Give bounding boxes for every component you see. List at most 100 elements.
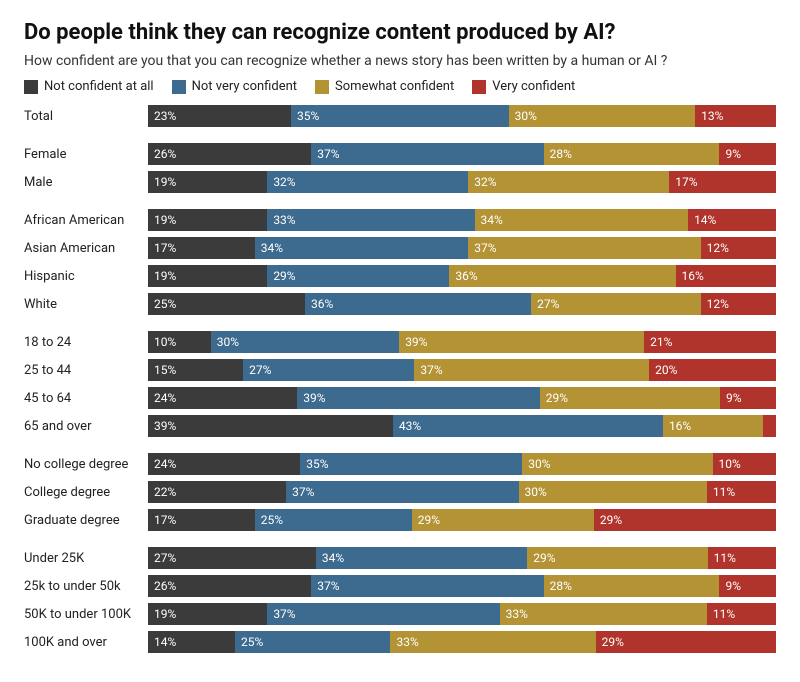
segment-value: 30% bbox=[515, 109, 537, 123]
segment-value: 24% bbox=[154, 457, 176, 471]
row-label: African American bbox=[24, 213, 148, 228]
bar-segment: 13% bbox=[695, 105, 776, 127]
bar-segment: 37% bbox=[286, 481, 518, 503]
stacked-bar: 26%37%28%9% bbox=[148, 143, 776, 165]
legend-label: Very confident bbox=[492, 79, 575, 94]
segment-value: 19% bbox=[154, 175, 176, 189]
bar-segment: 14% bbox=[148, 631, 235, 653]
bar-row: Male 19% 32% 32% 17% bbox=[24, 170, 776, 194]
bar-segment: 39% bbox=[399, 331, 644, 353]
bar-segment: 19% bbox=[148, 603, 267, 625]
bar-segment: 27% bbox=[243, 359, 414, 381]
segment-value: 32% bbox=[273, 175, 295, 189]
stacked-bar: 15% 27% 37% 20% bbox=[148, 359, 776, 381]
bar-row: White25%36%27%12% bbox=[24, 292, 776, 316]
bar-segment bbox=[763, 415, 776, 437]
bar-segment: 29% bbox=[540, 387, 720, 409]
bar-segment: 16% bbox=[663, 415, 763, 437]
bar-segment: 20% bbox=[649, 359, 776, 381]
bar-group: 18 to 2410%30%39%21%25 to 4415%27%37%20%… bbox=[24, 330, 776, 438]
segment-value: 37% bbox=[420, 363, 442, 377]
bar-segment: 17% bbox=[669, 171, 776, 193]
segment-value: 29% bbox=[273, 269, 295, 283]
bar-segment: 10% bbox=[148, 331, 211, 353]
row-label: Female bbox=[24, 147, 148, 162]
bar-segment: 37% bbox=[311, 143, 543, 165]
segment-value: 29% bbox=[418, 513, 440, 527]
segment-value: 21% bbox=[650, 335, 672, 349]
segment-value: 11% bbox=[714, 551, 736, 565]
bar-segment: 35% bbox=[300, 453, 522, 475]
bar-row: 25 to 4415%27%37%20% bbox=[24, 358, 776, 382]
stacked-bar: 39%43%16% bbox=[148, 415, 776, 437]
bar-segment: 33% bbox=[500, 603, 707, 625]
bar-segment: 37% bbox=[311, 575, 543, 597]
chart-subtitle: How confident are you that you can recog… bbox=[24, 53, 776, 69]
segment-value: 16% bbox=[669, 419, 691, 433]
segment-value: 28% bbox=[550, 579, 572, 593]
stacked-bar: 19% 32% 32% 17% bbox=[148, 171, 776, 193]
bar-row: Female26%37%28%9% bbox=[24, 142, 776, 166]
segment-value: 34% bbox=[261, 241, 283, 255]
stacked-bar: 23%35%30%13% bbox=[148, 105, 776, 127]
bar-row: 45 to 6424%39%29%9% bbox=[24, 386, 776, 410]
bar-segment: 28% bbox=[544, 575, 720, 597]
bar-row: Under 25K27%34%29%11% bbox=[24, 546, 776, 570]
segment-value: 27% bbox=[249, 363, 271, 377]
row-label: 50K to under 100K bbox=[24, 607, 148, 622]
segment-value: 39% bbox=[154, 419, 176, 433]
legend-item: Not confident at all bbox=[24, 79, 154, 94]
bar-segment: 19% bbox=[148, 209, 267, 231]
row-label: 25k to under 50k bbox=[24, 579, 148, 594]
segment-value: 35% bbox=[297, 109, 319, 123]
segment-value: 30% bbox=[528, 457, 550, 471]
row-label: Male bbox=[24, 175, 148, 190]
bar-segment: 11% bbox=[707, 481, 776, 503]
row-label: 100K and over bbox=[24, 635, 148, 650]
bar-segment: 15% bbox=[148, 359, 243, 381]
bar-row: 18 to 2410%30%39%21% bbox=[24, 330, 776, 354]
bar-row: Graduate degree17%25%29%29% bbox=[24, 508, 776, 532]
bar-segment: 29% bbox=[267, 265, 449, 287]
legend-swatch bbox=[172, 80, 186, 94]
bar-segment: 27% bbox=[531, 293, 701, 315]
bar-segment: 36% bbox=[305, 293, 531, 315]
segment-value: 10% bbox=[719, 457, 741, 471]
bar-segment: 27% bbox=[148, 547, 316, 569]
legend-label: Not very confident bbox=[192, 79, 297, 94]
segment-value: 30% bbox=[217, 335, 239, 349]
bar-segment: 14% bbox=[688, 209, 776, 231]
segment-value: 26% bbox=[154, 147, 176, 161]
stacked-bar: 19%33%34%14% bbox=[148, 209, 776, 231]
row-label: White bbox=[24, 297, 148, 312]
segment-value: 32% bbox=[474, 175, 496, 189]
segment-value: 33% bbox=[396, 635, 418, 649]
segment-value: 39% bbox=[303, 391, 325, 405]
bar-segment: 24% bbox=[148, 387, 297, 409]
bar-segment: 29% bbox=[527, 547, 707, 569]
segment-value: 27% bbox=[154, 551, 176, 565]
bar-row: 65 and over39%43%16% bbox=[24, 414, 776, 438]
segment-value: 9% bbox=[725, 147, 741, 161]
chart-title: Do people think they can recognize conte… bbox=[24, 20, 776, 45]
segment-value: 37% bbox=[292, 485, 314, 499]
bar-segment: 37% bbox=[414, 359, 649, 381]
bar-group: African American19%33%34%14%Asian Americ… bbox=[24, 208, 776, 316]
bar-segment: 30% bbox=[509, 105, 696, 127]
row-label: No college degree bbox=[24, 457, 148, 472]
bar-segment: 11% bbox=[707, 603, 776, 625]
segment-value: 29% bbox=[602, 635, 624, 649]
segment-value: 20% bbox=[655, 363, 677, 377]
row-label: Total bbox=[24, 109, 148, 124]
segment-value: 19% bbox=[154, 213, 176, 227]
segment-value: 11% bbox=[713, 607, 735, 621]
row-label: 45 to 64 bbox=[24, 391, 148, 406]
segment-value: 33% bbox=[506, 607, 528, 621]
segment-value: 12% bbox=[707, 241, 729, 255]
bar-segment: 33% bbox=[390, 631, 595, 653]
segment-value: 16% bbox=[682, 269, 704, 283]
legend-label: Not confident at all bbox=[44, 79, 154, 94]
segment-value: 17% bbox=[154, 241, 176, 255]
segment-value: 25% bbox=[261, 513, 283, 527]
bar-segment: 29% bbox=[594, 509, 776, 531]
